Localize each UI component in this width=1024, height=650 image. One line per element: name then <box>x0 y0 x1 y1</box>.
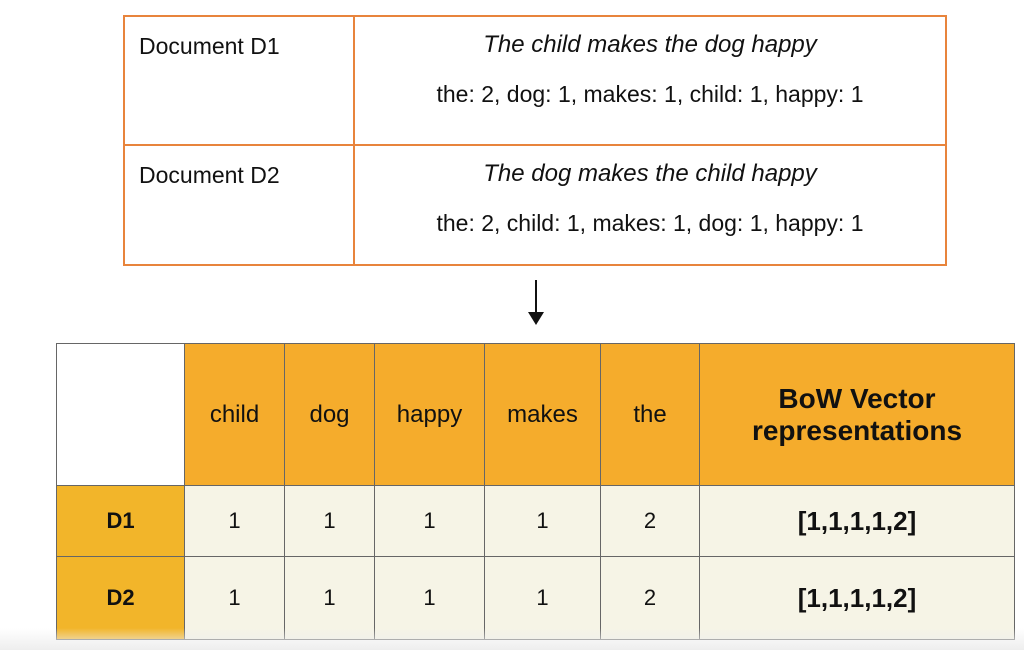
header-cell: the <box>600 343 700 486</box>
bow-matrix: child dog happy makes the BoW Vector rep… <box>56 343 1015 640</box>
arrowhead-icon <box>528 312 544 325</box>
row-label: D2 <box>56 556 185 640</box>
cell: 1 <box>484 556 601 640</box>
doc-cell: The child makes the dog happy the: 2, do… <box>355 17 945 146</box>
table-row: D1 1 1 1 1 2 [1,1,1,1,2] <box>56 485 1015 557</box>
header-cell: happy <box>374 343 485 486</box>
cell: 1 <box>284 485 375 557</box>
row-label: D1 <box>56 485 185 557</box>
bottom-shadow <box>0 628 1024 650</box>
vector-cell: [1,1,1,1,2] <box>699 556 1015 640</box>
vector-header: BoW Vector representations <box>699 343 1015 486</box>
header-cell: makes <box>484 343 601 486</box>
cell: 2 <box>600 556 700 640</box>
doc-cell: The dog makes the child happy the: 2, ch… <box>355 146 945 264</box>
table-row: D2 1 1 1 1 2 [1,1,1,1,2] <box>56 556 1015 640</box>
header-cell: child <box>184 343 285 486</box>
empty-corner <box>56 343 185 486</box>
cell: 2 <box>600 485 700 557</box>
cell: 1 <box>184 485 285 557</box>
vector-cell: [1,1,1,1,2] <box>699 485 1015 557</box>
cell: 1 <box>374 485 485 557</box>
doc-label: Document D2 <box>125 146 355 264</box>
doc-label: Document D1 <box>125 17 355 146</box>
down-arrow-icon <box>535 280 537 314</box>
doc-sentence: The dog makes the child happy <box>483 160 817 187</box>
cell: 1 <box>374 556 485 640</box>
documents-table: Document D1 The child makes the dog happ… <box>123 15 947 266</box>
doc-counts: the: 2, child: 1, makes: 1, dog: 1, happ… <box>436 210 864 236</box>
cell: 1 <box>484 485 601 557</box>
doc-counts: the: 2, dog: 1, makes: 1, child: 1, happ… <box>436 81 864 107</box>
header-cell: dog <box>284 343 375 486</box>
doc-sentence: The child makes the dog happy <box>483 31 817 58</box>
